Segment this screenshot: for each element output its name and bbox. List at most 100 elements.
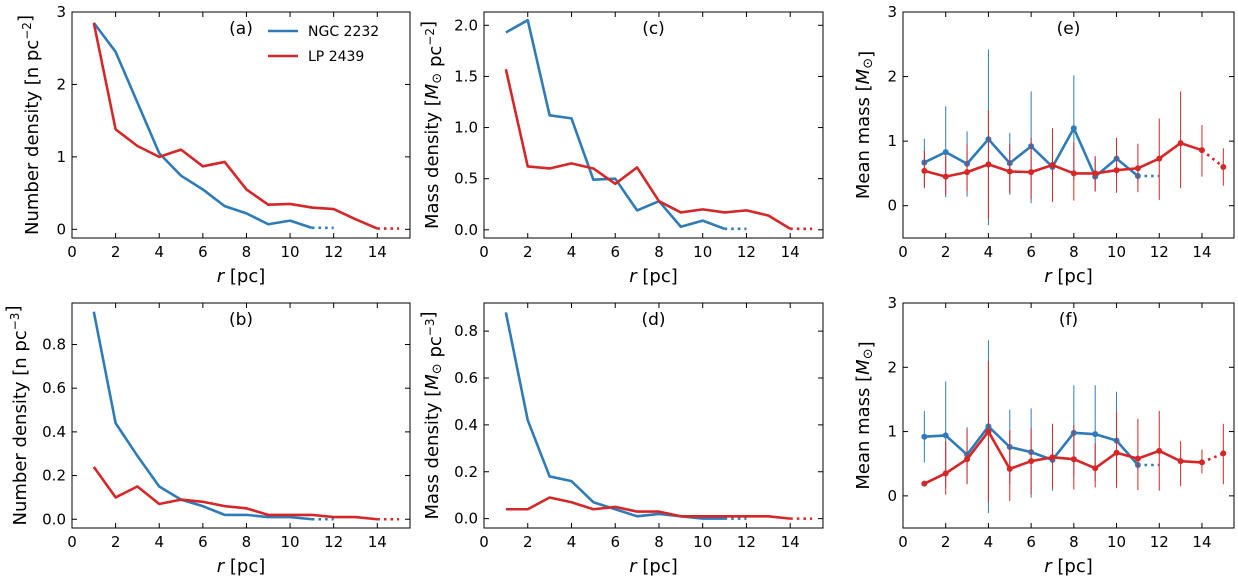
x-axis-label: r [pc] — [629, 266, 678, 287]
x-tick-label: 2 — [111, 243, 121, 261]
data-point — [1177, 458, 1184, 465]
data-point — [1156, 447, 1163, 454]
series-line-lp — [924, 141, 1203, 178]
x-tick-label: 4 — [567, 533, 577, 551]
plot-frame — [483, 11, 824, 239]
panel-c: 0 2 4 6 8 10 12 14 0.0 0.5 1.0 1.5 2.0 r [pc] Mass den… — [418, 11, 824, 287]
y-tick-label: 0.0 — [42, 510, 66, 528]
plot-frame — [902, 11, 1235, 239]
y-axis-label: Mass density [M⊙ pc−2] — [418, 21, 446, 229]
x-tick-label: 8 — [654, 243, 664, 261]
data-point — [1092, 465, 1099, 472]
x-tick-label: 0 — [898, 533, 908, 551]
data-point — [1070, 170, 1077, 177]
data-point — [1134, 455, 1141, 462]
x-tick-label: 6 — [610, 533, 620, 551]
data-point — [1220, 163, 1227, 170]
y-tick-label: 1.0 — [454, 119, 478, 137]
data-point — [1113, 449, 1120, 456]
series-line-lp — [92, 22, 378, 230]
panel-tag: (c) — [642, 19, 665, 39]
x-tick-label: 4 — [984, 243, 994, 261]
data-point — [1092, 431, 1099, 438]
x-tick-label: 8 — [654, 533, 664, 551]
data-point — [921, 480, 928, 487]
legend-label-ngc: NGC 2232 — [308, 24, 379, 40]
x-tick-label: 0 — [67, 243, 77, 261]
x-tick-label: 2 — [111, 533, 121, 551]
x-tick-label: 6 — [198, 243, 208, 261]
y-tick-label: 2 — [56, 75, 66, 93]
y-tick-label: 3 — [887, 294, 897, 312]
panel-d: 0 2 4 6 8 10 12 14 0.0 0.2 0.4 0.6 0.8 r [pc] Mass den… — [418, 302, 824, 577]
data-point — [1092, 170, 1099, 177]
x-tick-label: 4 — [154, 243, 164, 261]
x-tick-label: 14 — [368, 243, 387, 261]
data-point — [1049, 454, 1056, 461]
y-tick-label: 0.8 — [42, 336, 66, 354]
series-line-lp — [504, 68, 791, 230]
panel-tag: (e) — [1057, 19, 1081, 39]
x-tick-label: 8 — [1069, 533, 1079, 551]
x-tick-label: 10 — [693, 243, 712, 261]
x-tick-label: 6 — [1026, 243, 1036, 261]
data-point — [942, 432, 949, 439]
y-axis-label: Mean mass [M⊙] — [853, 341, 877, 489]
y-tick-label: 0 — [887, 197, 897, 215]
y-tick-label: 0.0 — [454, 510, 478, 528]
x-tick-label: 0 — [479, 243, 489, 261]
data-point — [1070, 456, 1077, 463]
series-line-ngc — [92, 22, 313, 230]
x-tick-label: 0 — [479, 533, 489, 551]
y-tick-label: 0.2 — [454, 463, 478, 481]
x-tick-label: 14 — [1192, 243, 1211, 261]
x-tick-label: 0 — [67, 533, 77, 551]
series-line-lp — [923, 430, 1203, 485]
x-tick-label: 6 — [610, 243, 620, 261]
panel-tag: (b) — [229, 310, 253, 330]
y-tick-label: 0.0 — [454, 221, 478, 239]
x-tick-label: 2 — [941, 533, 951, 551]
x-tick-label: 10 — [281, 243, 300, 261]
series-line-lp — [92, 466, 378, 521]
y-tick-label: 1 — [887, 423, 897, 441]
data-point — [964, 456, 971, 463]
series-line-ngc — [505, 18, 726, 231]
data-point — [1198, 147, 1205, 154]
plot-frame — [71, 11, 411, 239]
plot-frame — [483, 302, 824, 529]
x-tick-label: 0 — [898, 243, 908, 261]
x-tick-label: 10 — [693, 533, 712, 551]
x-tick-label: 2 — [523, 533, 533, 551]
data-point — [942, 470, 949, 477]
x-tick-label: 12 — [737, 243, 756, 261]
x-tick-label: 4 — [154, 533, 164, 551]
y-tick-label: 0.2 — [42, 467, 66, 485]
x-tick-label: 12 — [324, 533, 343, 551]
y-tick-label: 1 — [56, 148, 66, 166]
data-point — [942, 173, 949, 180]
x-tick-label: 12 — [737, 533, 756, 551]
x-axis-label: r [pc] — [1044, 556, 1093, 577]
plot-frame — [71, 302, 411, 529]
data-point — [942, 149, 949, 156]
data-point — [964, 169, 971, 176]
plot-frame — [902, 302, 1235, 529]
x-tick-label: 2 — [523, 243, 533, 261]
legend: NGC 2232 LP 2439 — [268, 24, 379, 65]
x-tick-label: 12 — [1150, 533, 1169, 551]
y-tick-label: 0.8 — [454, 322, 478, 340]
data-point — [1134, 165, 1141, 172]
data-point — [1049, 162, 1056, 169]
y-tick-label: 0.6 — [42, 379, 66, 397]
panel-tag: (d) — [641, 310, 665, 330]
series-tail-lp — [1201, 149, 1225, 168]
series-line-ngc — [92, 311, 313, 521]
x-axis-label: r [pc] — [629, 556, 678, 577]
x-tick-label: 6 — [198, 533, 208, 551]
series-line-ngc — [504, 312, 725, 520]
